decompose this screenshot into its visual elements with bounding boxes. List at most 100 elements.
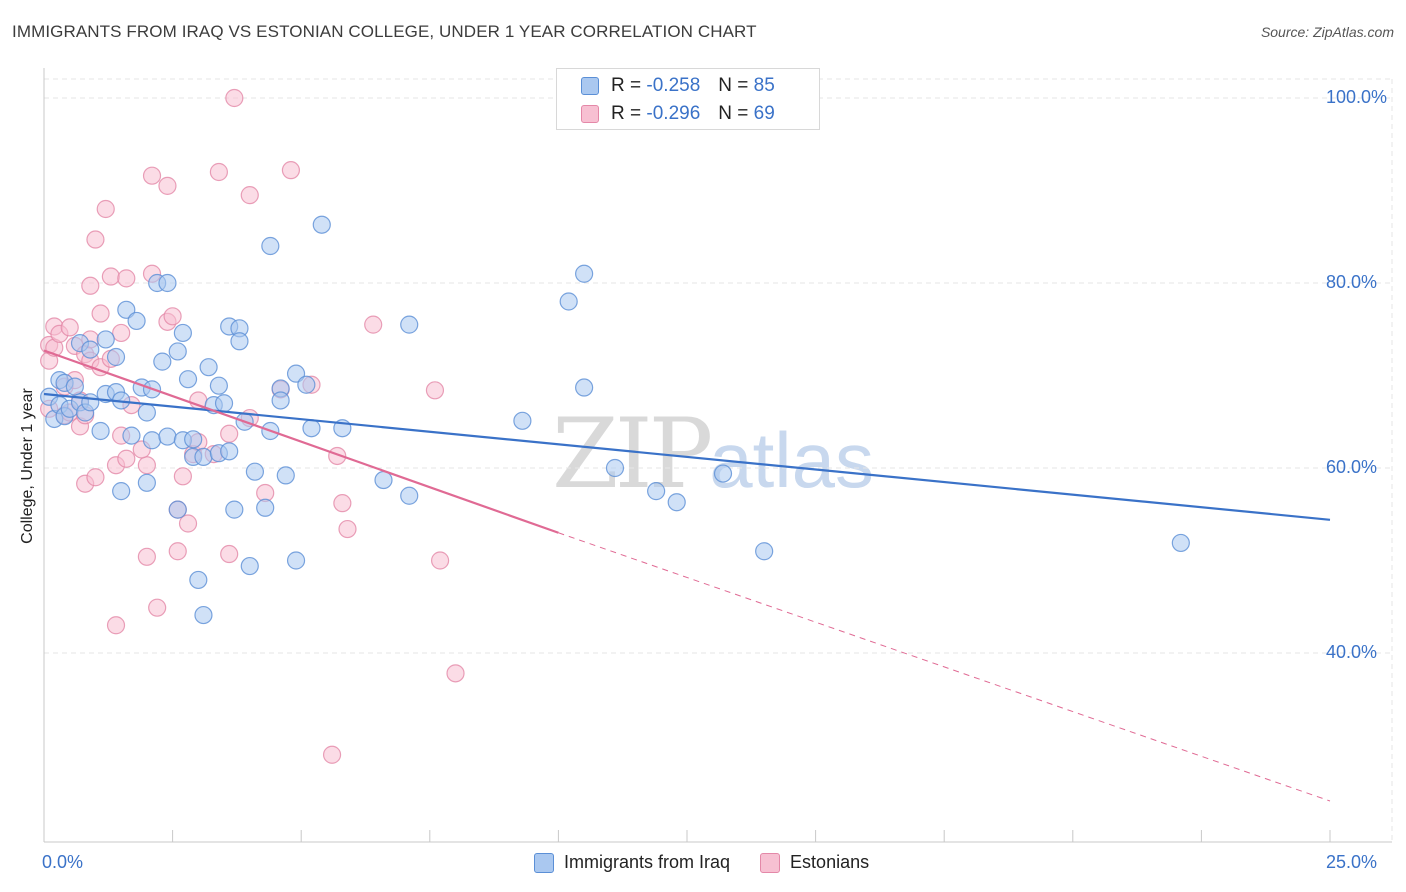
iraq-point [137, 403, 156, 422]
iraq-point [158, 427, 177, 446]
r-value: -0.296 [646, 103, 701, 124]
estonian-point [86, 230, 105, 249]
iraq-point [106, 347, 126, 367]
iraq-point [96, 330, 115, 349]
estonian-point [60, 318, 79, 337]
iraq-point [755, 542, 774, 561]
iraq-point [225, 500, 244, 519]
y-tick-label: 100.0% [1326, 87, 1388, 107]
legend-item-estonians[interactable]: Estonians [760, 852, 869, 873]
iraq-point [178, 370, 198, 389]
estonian-point [281, 161, 301, 180]
estonian-point [430, 551, 450, 570]
iraq-point [81, 340, 100, 359]
iraq-point [137, 473, 156, 492]
estonian-point [148, 598, 167, 617]
estonian-point [96, 199, 115, 219]
estonian-point [163, 307, 182, 326]
estonian-point [209, 162, 228, 182]
estonian-point [425, 381, 445, 400]
estonians-swatch [581, 105, 599, 123]
iraq-point [647, 482, 666, 501]
estonian-point [178, 514, 198, 533]
iraq-point [312, 215, 331, 234]
iraq-point [605, 458, 625, 478]
legend-label: Estonians [790, 852, 870, 872]
iraq-point [297, 375, 316, 394]
correlation-legend: R = -0.258 N = 85 R = -0.296 N = 69 [556, 68, 820, 130]
legend-row-estonians: R = -0.296 N = 69 [581, 101, 775, 127]
estonian-point [338, 519, 357, 539]
legend-label: Immigrants from Iraq [564, 852, 731, 872]
iraq-point [286, 551, 306, 570]
estonian-point [322, 745, 342, 764]
iraq-point [168, 342, 187, 361]
estonian-point [137, 456, 156, 475]
iraq-point [153, 352, 172, 371]
iraq-point [122, 426, 141, 445]
iraq-point [302, 419, 321, 438]
iraq-point [81, 393, 100, 412]
iraq-point [713, 464, 733, 483]
series-legend: Immigrants from Iraq Estonians [534, 852, 899, 873]
estonian-point [86, 468, 105, 487]
iraq-point [127, 311, 146, 331]
legend-item-iraq[interactable]: Immigrants from Iraq [534, 852, 730, 873]
estonian-point [81, 276, 100, 295]
iraq-point [559, 292, 578, 311]
estonian-point [225, 88, 244, 108]
estonian-point [91, 304, 110, 323]
iraq-point [513, 411, 532, 430]
iraq-point [158, 273, 177, 293]
estonian-point [446, 664, 465, 683]
estonian-point [158, 176, 177, 195]
n-value: 85 [753, 75, 775, 96]
n-value: 69 [753, 103, 775, 124]
estonian-point [220, 424, 239, 443]
iraq-point [256, 498, 275, 517]
iraq-point [667, 493, 686, 512]
iraq-point [575, 378, 594, 397]
estonian-point [106, 616, 126, 635]
estonian-point [240, 186, 259, 205]
iraq-swatch [581, 77, 599, 95]
estonian-point [137, 547, 156, 566]
iraq-point [220, 442, 239, 461]
iraq-point [199, 358, 218, 377]
estonian-point [117, 269, 136, 288]
estonian-trend-line [43, 349, 559, 534]
iraq-point [400, 486, 419, 505]
iraq-point [400, 315, 419, 334]
iraq-point [168, 500, 187, 519]
chart-title: IMMIGRANTS FROM IRAQ VS ESTONIAN COLLEGE… [12, 22, 757, 41]
iraq-point [194, 447, 213, 466]
iraq-point [142, 431, 162, 450]
r-label: R = [611, 75, 642, 96]
estonian-trend-extension [558, 532, 1331, 802]
iraq-swatch [534, 852, 554, 873]
x-tick-label-max: 25.0% [1326, 852, 1378, 872]
estonians-swatch [760, 852, 781, 873]
iraq-point [575, 264, 594, 283]
iraq-point [65, 377, 84, 396]
iraq-point [271, 391, 290, 410]
estonian-point [333, 494, 352, 513]
y-tick-label: 40.0% [1326, 642, 1378, 662]
iraq-point [245, 462, 265, 481]
iraq-trend-line [43, 392, 1331, 521]
estonian-point [220, 544, 239, 564]
n-label: N = [718, 75, 749, 96]
r-value: -0.258 [646, 75, 701, 96]
iraq-point [230, 332, 249, 351]
iraq-point [214, 394, 234, 413]
y-tick-label: 60.0% [1326, 457, 1378, 477]
n-label: N = [718, 103, 749, 124]
source-label: Source: ZipAtlas.com [1260, 24, 1394, 40]
iraq-point [112, 482, 131, 501]
iraq-point [209, 376, 228, 395]
iraq-point [173, 323, 192, 343]
iraq-point [189, 570, 208, 590]
estonian-point [142, 166, 162, 185]
iraq-point [276, 466, 295, 485]
